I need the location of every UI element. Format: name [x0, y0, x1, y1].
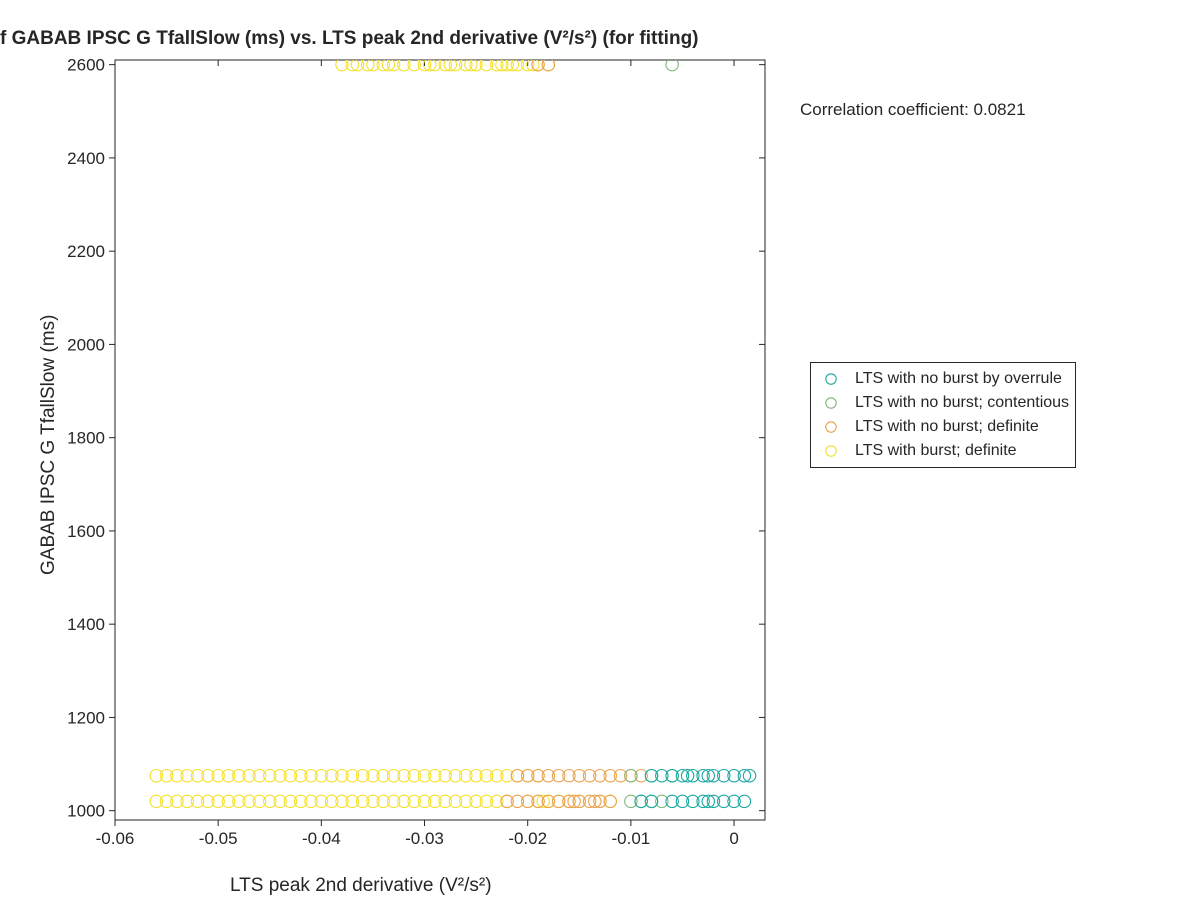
- svg-text:0: 0: [729, 829, 738, 848]
- svg-text:1200: 1200: [67, 708, 105, 727]
- svg-text:-0.05: -0.05: [199, 829, 238, 848]
- svg-text:-0.06: -0.06: [96, 829, 135, 848]
- svg-text:1600: 1600: [67, 522, 105, 541]
- svg-text:-0.03: -0.03: [405, 829, 444, 848]
- svg-text:1800: 1800: [67, 429, 105, 448]
- svg-text:2000: 2000: [67, 335, 105, 354]
- svg-text:-0.02: -0.02: [508, 829, 547, 848]
- svg-text:2200: 2200: [67, 242, 105, 261]
- scatter-plot: -0.06 -0.05 -0.04 -0.03 -0.02 -0.01 0 1000 1200 1…: [0, 0, 1200, 900]
- svg-text:-0.04: -0.04: [302, 829, 341, 848]
- svg-text:2400: 2400: [67, 149, 105, 168]
- svg-text:2600: 2600: [67, 56, 105, 75]
- svg-text:-0.01: -0.01: [611, 829, 650, 848]
- svg-text:1000: 1000: [67, 802, 105, 821]
- svg-text:1400: 1400: [67, 615, 105, 634]
